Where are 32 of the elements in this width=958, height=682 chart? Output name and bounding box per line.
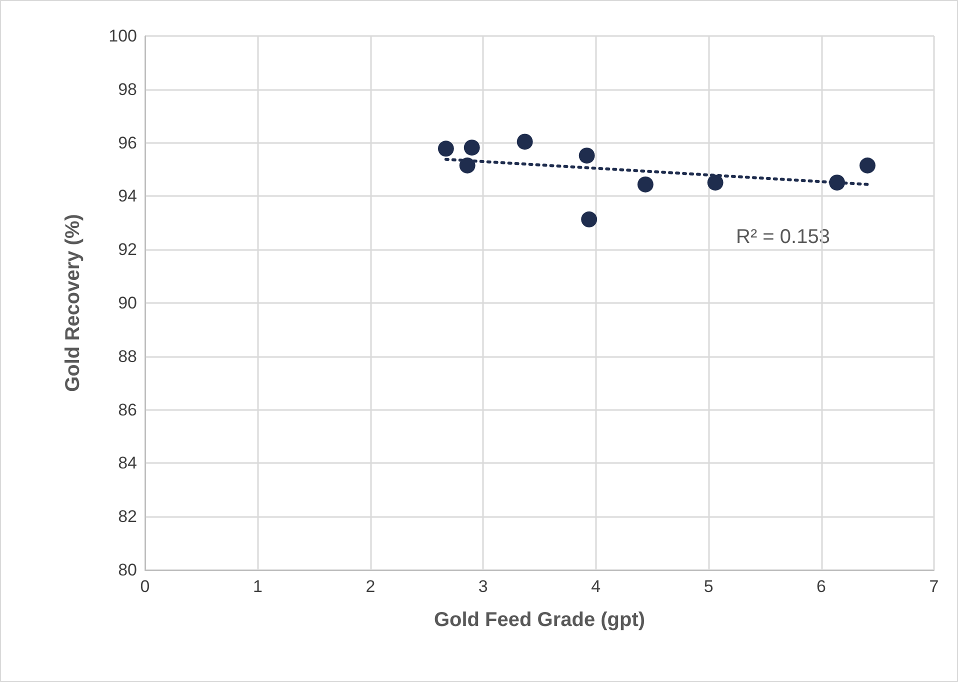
y-tick-label: 96: [118, 133, 137, 152]
point: [581, 211, 598, 228]
point: [464, 140, 480, 156]
y-tick-label: 86: [118, 400, 137, 420]
y-tick-label: 92: [118, 240, 137, 260]
y-tick-label: 90: [118, 294, 137, 312]
x-tick-label: 2: [366, 577, 376, 596]
y-tick-label: 100: [108, 26, 137, 46]
x-tick-label: 7: [929, 577, 939, 596]
y-tick-label: 94: [118, 186, 137, 206]
point: [578, 148, 595, 164]
point: [829, 174, 846, 191]
x-tick-label: 6: [816, 577, 826, 596]
x-axis-title: Gold Feed Grade (gpt): [434, 609, 646, 631]
y-tick-label: 84: [118, 454, 137, 473]
point: [438, 140, 454, 157]
x-tick-label: 4: [591, 577, 601, 596]
annotation: R² = 0.153: [736, 226, 830, 248]
point: [516, 134, 533, 150]
y-tick-label: 98: [118, 80, 137, 99]
y-tick-label: 82: [118, 507, 137, 526]
x-tick-label: 3: [478, 577, 488, 596]
x-tick-label: 0: [140, 577, 150, 596]
y-axis-title: Gold Recovery (%): [62, 214, 84, 392]
y-tick-label: 80: [118, 560, 137, 580]
point: [707, 174, 724, 191]
x-tick-label: 1: [252, 577, 262, 596]
x-tick-label: 5: [704, 577, 714, 596]
point: [637, 176, 654, 192]
point: [860, 158, 876, 174]
point: [459, 158, 476, 174]
y-tick-label: 88: [118, 346, 137, 366]
